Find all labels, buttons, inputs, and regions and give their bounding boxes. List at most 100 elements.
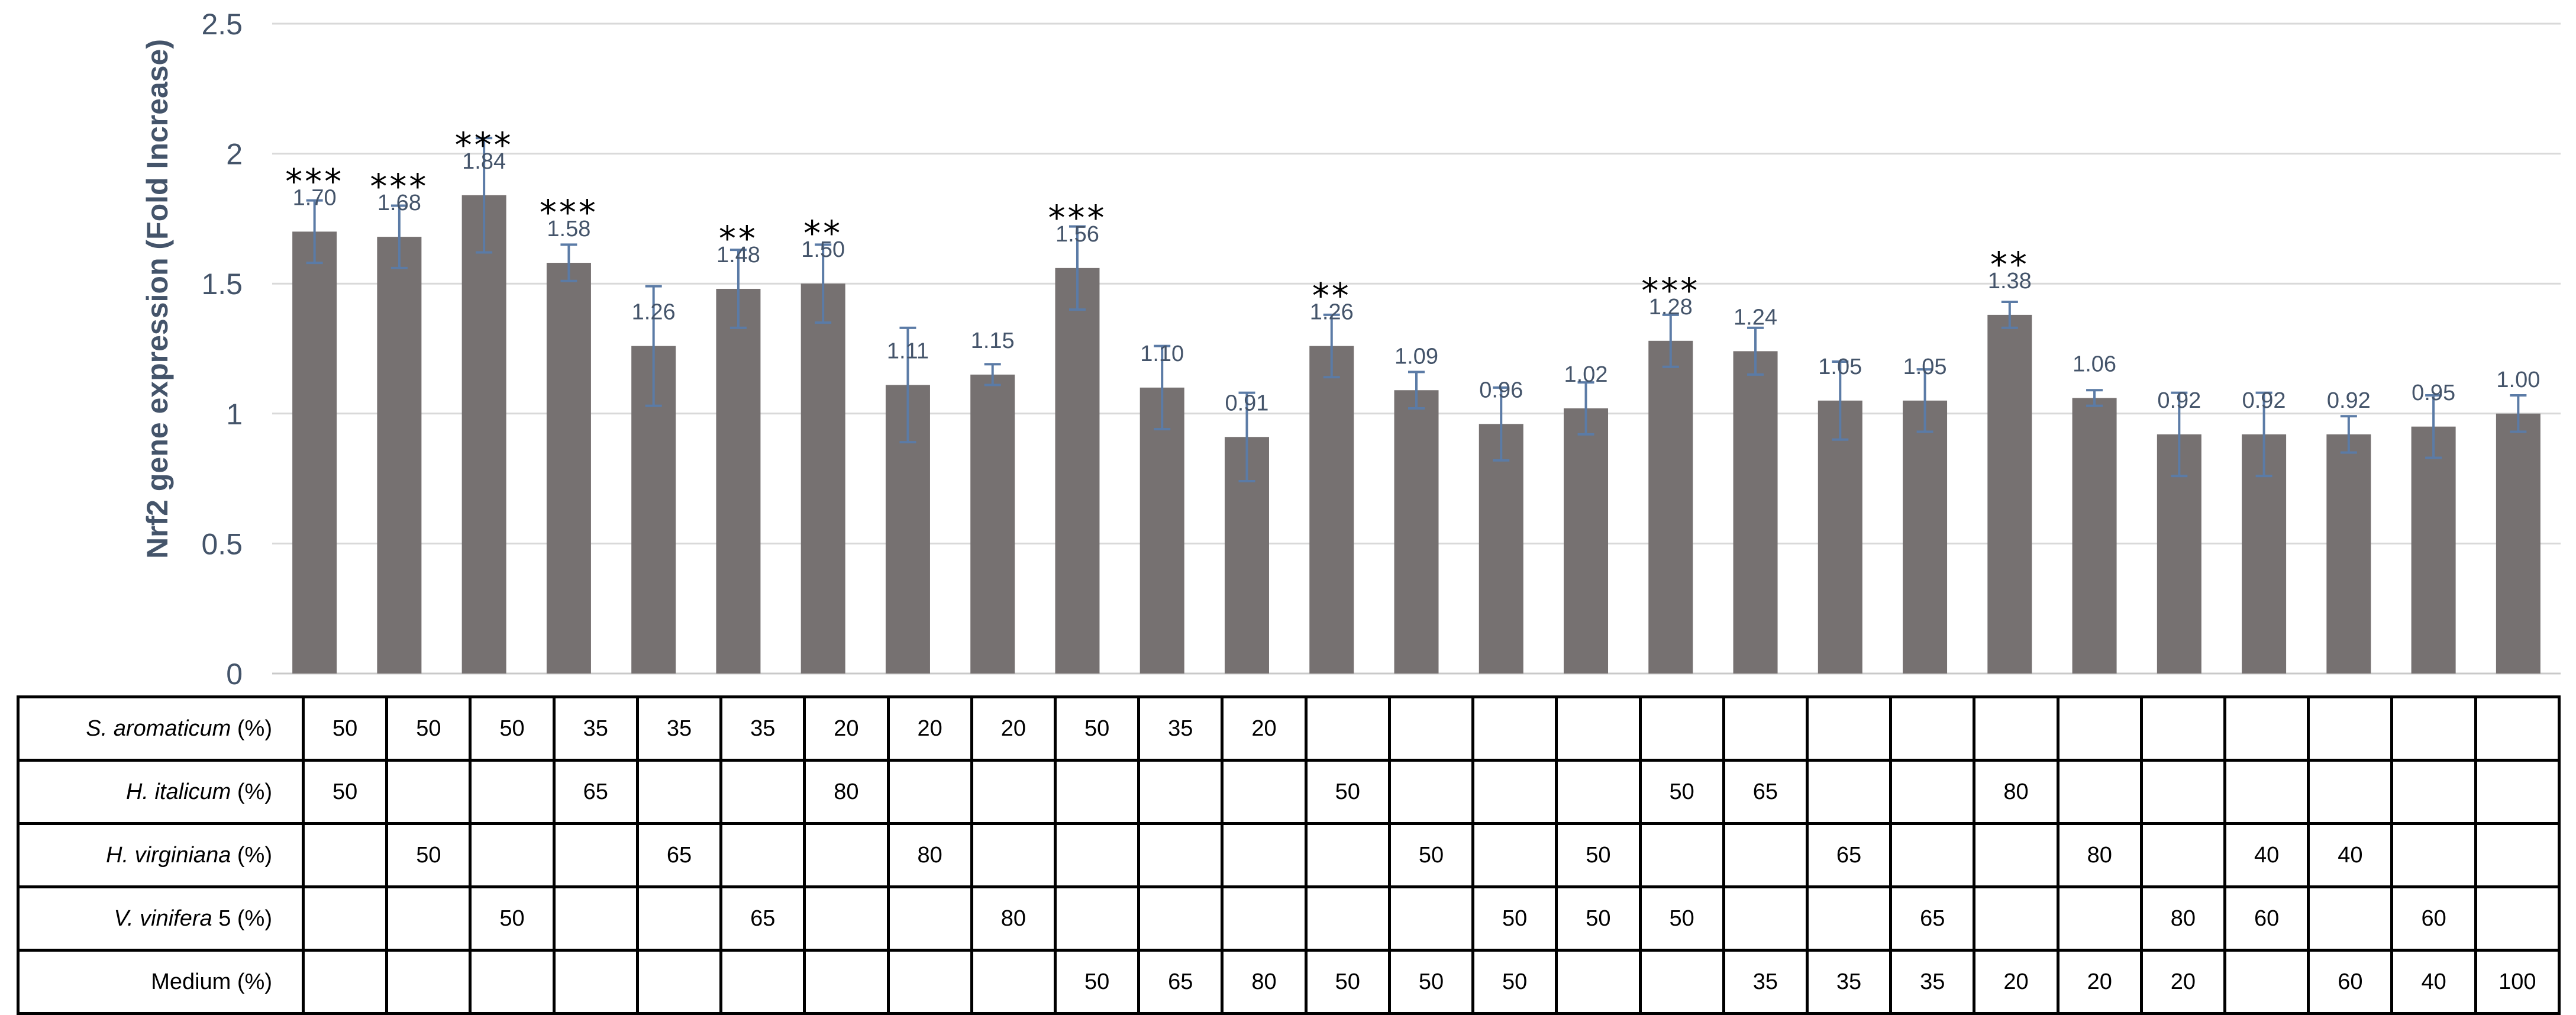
table-cell: [1889, 695, 1976, 762]
significance-markers: *** *********** ** ***** *****: [285, 125, 2027, 316]
error-bar: [476, 137, 493, 254]
table-cell: 65: [1722, 759, 1809, 825]
value-label: 0.92: [2242, 388, 2286, 413]
table-cell: [2390, 695, 2477, 762]
species-name: H. italicum: [125, 779, 231, 804]
error-bar: [2001, 300, 2018, 329]
table-cell: [886, 885, 973, 952]
y-tick-label: 0: [226, 658, 243, 691]
table-cell: [1387, 695, 1475, 762]
table-cell: [1304, 885, 1391, 952]
y-axis-ticks: 0 0.5 1 1.5 2 2.5: [201, 8, 243, 691]
error-bar: [1238, 391, 1255, 482]
table-cell: [1973, 822, 2059, 888]
error-bar: [815, 243, 832, 324]
row-unit: (%): [231, 779, 272, 804]
bar: [461, 195, 506, 674]
table-cell: 80: [1221, 949, 1308, 1015]
table-cell: 50: [1304, 759, 1391, 825]
value-label: 1.56: [1055, 222, 1099, 247]
error-bar: [560, 243, 577, 282]
table-cell: [301, 885, 389, 952]
value-label: 1.84: [462, 149, 506, 174]
table-cell: [970, 822, 1057, 888]
table-cell: [1638, 949, 1725, 1015]
table-cell: [970, 949, 1057, 1015]
error-bar: [1069, 225, 1086, 311]
table-cell: [1889, 759, 1976, 825]
table-row: H. virginiana (%) 50 65 80 50 50 65 80 40 40: [17, 822, 2561, 888]
table-cell: 65: [635, 822, 723, 888]
value-label: 1.28: [1649, 295, 1693, 320]
table-cell: [1304, 822, 1391, 888]
table-cell: [635, 885, 723, 952]
table-cell: 20: [2139, 949, 2227, 1015]
bar: [1733, 351, 1778, 674]
row-header: Medium (%): [17, 949, 305, 1015]
value-label: 1.00: [2496, 368, 2540, 392]
table-cell: 35: [552, 695, 639, 762]
table-cell: [1722, 885, 1809, 952]
table-cell: [635, 759, 723, 825]
value-label: 1.06: [2073, 352, 2116, 376]
table-cell: 35: [1137, 695, 1224, 762]
table-cell: [2139, 695, 2227, 762]
table-cell: [2390, 822, 2477, 888]
table-cell: [1555, 695, 1642, 762]
value-label: 0.92: [2157, 388, 2201, 413]
error-bar: [390, 204, 408, 269]
y-tick-label: 1.5: [201, 268, 243, 301]
table-cell: [385, 885, 472, 952]
bar: [2411, 426, 2456, 674]
table-cell: 80: [803, 759, 890, 825]
value-label: 1.24: [1734, 305, 1777, 330]
table-cell: 50: [301, 695, 389, 762]
table-cell: [552, 885, 639, 952]
row-unit: (%): [231, 842, 272, 868]
table-cell: [1638, 822, 1725, 888]
significance-marker: ***: [370, 166, 428, 207]
bar: [2072, 398, 2117, 674]
table-cell: 65: [1805, 822, 1893, 888]
table-cell: [1387, 759, 1475, 825]
bar: [1394, 390, 1439, 674]
bar: [1564, 408, 1609, 674]
significance-marker: **: [803, 213, 842, 253]
table-cell: [1555, 759, 1642, 825]
table-cell: [2474, 822, 2561, 888]
table-cell: [1137, 759, 1224, 825]
error-bar: [2086, 389, 2103, 407]
significance-marker: ***: [1048, 198, 1106, 238]
y-tick-label: 2: [226, 138, 243, 171]
table-cell: 50: [301, 759, 389, 825]
table-cell: [719, 759, 806, 825]
table-cell: [552, 949, 639, 1015]
table-cell: [1973, 695, 2059, 762]
table-cell: [385, 759, 472, 825]
table-cell: [1805, 885, 1893, 952]
table-cell: 20: [2056, 949, 2143, 1015]
row-header: V. vinifera 5 (%): [17, 885, 305, 952]
table-cell: [1137, 822, 1224, 888]
significance-marker: ***: [540, 192, 598, 233]
table-cell: [2307, 759, 2394, 825]
table-cell: [1053, 822, 1141, 888]
table-cell: [1638, 695, 1725, 762]
table-cell: [1973, 885, 2059, 952]
table-cell: [1137, 885, 1224, 952]
significance-marker: ***: [285, 161, 344, 201]
bar: [2496, 413, 2541, 674]
table-cell: 50: [1555, 885, 1642, 952]
significance-marker: ***: [455, 125, 514, 165]
bars: [292, 195, 2541, 674]
error-bar: [1662, 313, 1679, 368]
table-cell: [970, 759, 1057, 825]
error-bar: [2425, 394, 2442, 459]
row-header: H. virginiana (%): [17, 822, 305, 888]
table-cell: [1471, 759, 1558, 825]
table-cell: 80: [2056, 822, 2143, 888]
error-bar: [1408, 370, 1425, 410]
table-cell: 50: [1471, 885, 1558, 952]
value-label: 1.09: [1394, 344, 1438, 369]
table-cell: [2139, 822, 2227, 888]
